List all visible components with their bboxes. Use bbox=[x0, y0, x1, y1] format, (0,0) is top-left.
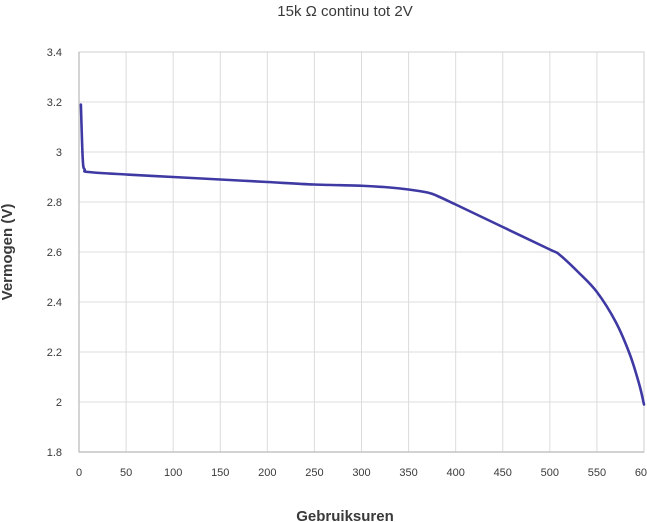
x-tick-label: 550 bbox=[588, 467, 606, 479]
x-tick-label: 350 bbox=[399, 467, 417, 479]
x-tick-label: 600 bbox=[635, 467, 647, 479]
y-tick-label: 3.2 bbox=[47, 97, 62, 109]
y-axis-ticks: 1.8 2 2.2 2.4 2.6 2.8 3 3.2 3.4 bbox=[47, 47, 62, 459]
y-tick-label: 3 bbox=[56, 147, 62, 159]
x-tick-label: 400 bbox=[446, 467, 464, 479]
grid-layer bbox=[78, 51, 645, 453]
x-tick-label: 50 bbox=[120, 467, 132, 479]
y-tick-label: 2.8 bbox=[47, 197, 62, 209]
x-axis-ticks: 0 50 100 150 200 250 300 350 400 450 500 550 600 bbox=[76, 467, 647, 479]
x-tick-label: 100 bbox=[164, 467, 182, 479]
x-tick-label: 500 bbox=[541, 467, 559, 479]
y-axis-label: Vermogen (V) bbox=[0, 204, 16, 301]
y-tick-label: 2 bbox=[56, 397, 62, 409]
series-line bbox=[79, 103, 646, 406]
y-tick-label: 2.6 bbox=[47, 247, 62, 259]
x-tick-label: 250 bbox=[305, 467, 323, 479]
y-tick-label: 1.8 bbox=[47, 447, 62, 459]
x-tick-label: 450 bbox=[494, 467, 512, 479]
x-tick-label: 0 bbox=[76, 467, 82, 479]
y-tick-label: 2.2 bbox=[47, 347, 62, 359]
series-layer bbox=[79, 103, 646, 406]
x-tick-label: 200 bbox=[258, 467, 276, 479]
y-tick-label: 2.4 bbox=[47, 297, 62, 309]
chart-title: 15k Ω continu tot 2V bbox=[277, 3, 412, 20]
x-tick-label: 300 bbox=[352, 467, 370, 479]
x-axis-label: Gebruiksuren bbox=[296, 508, 394, 522]
y-tick-label: 3.4 bbox=[47, 47, 62, 59]
x-tick-label: 150 bbox=[211, 467, 229, 479]
